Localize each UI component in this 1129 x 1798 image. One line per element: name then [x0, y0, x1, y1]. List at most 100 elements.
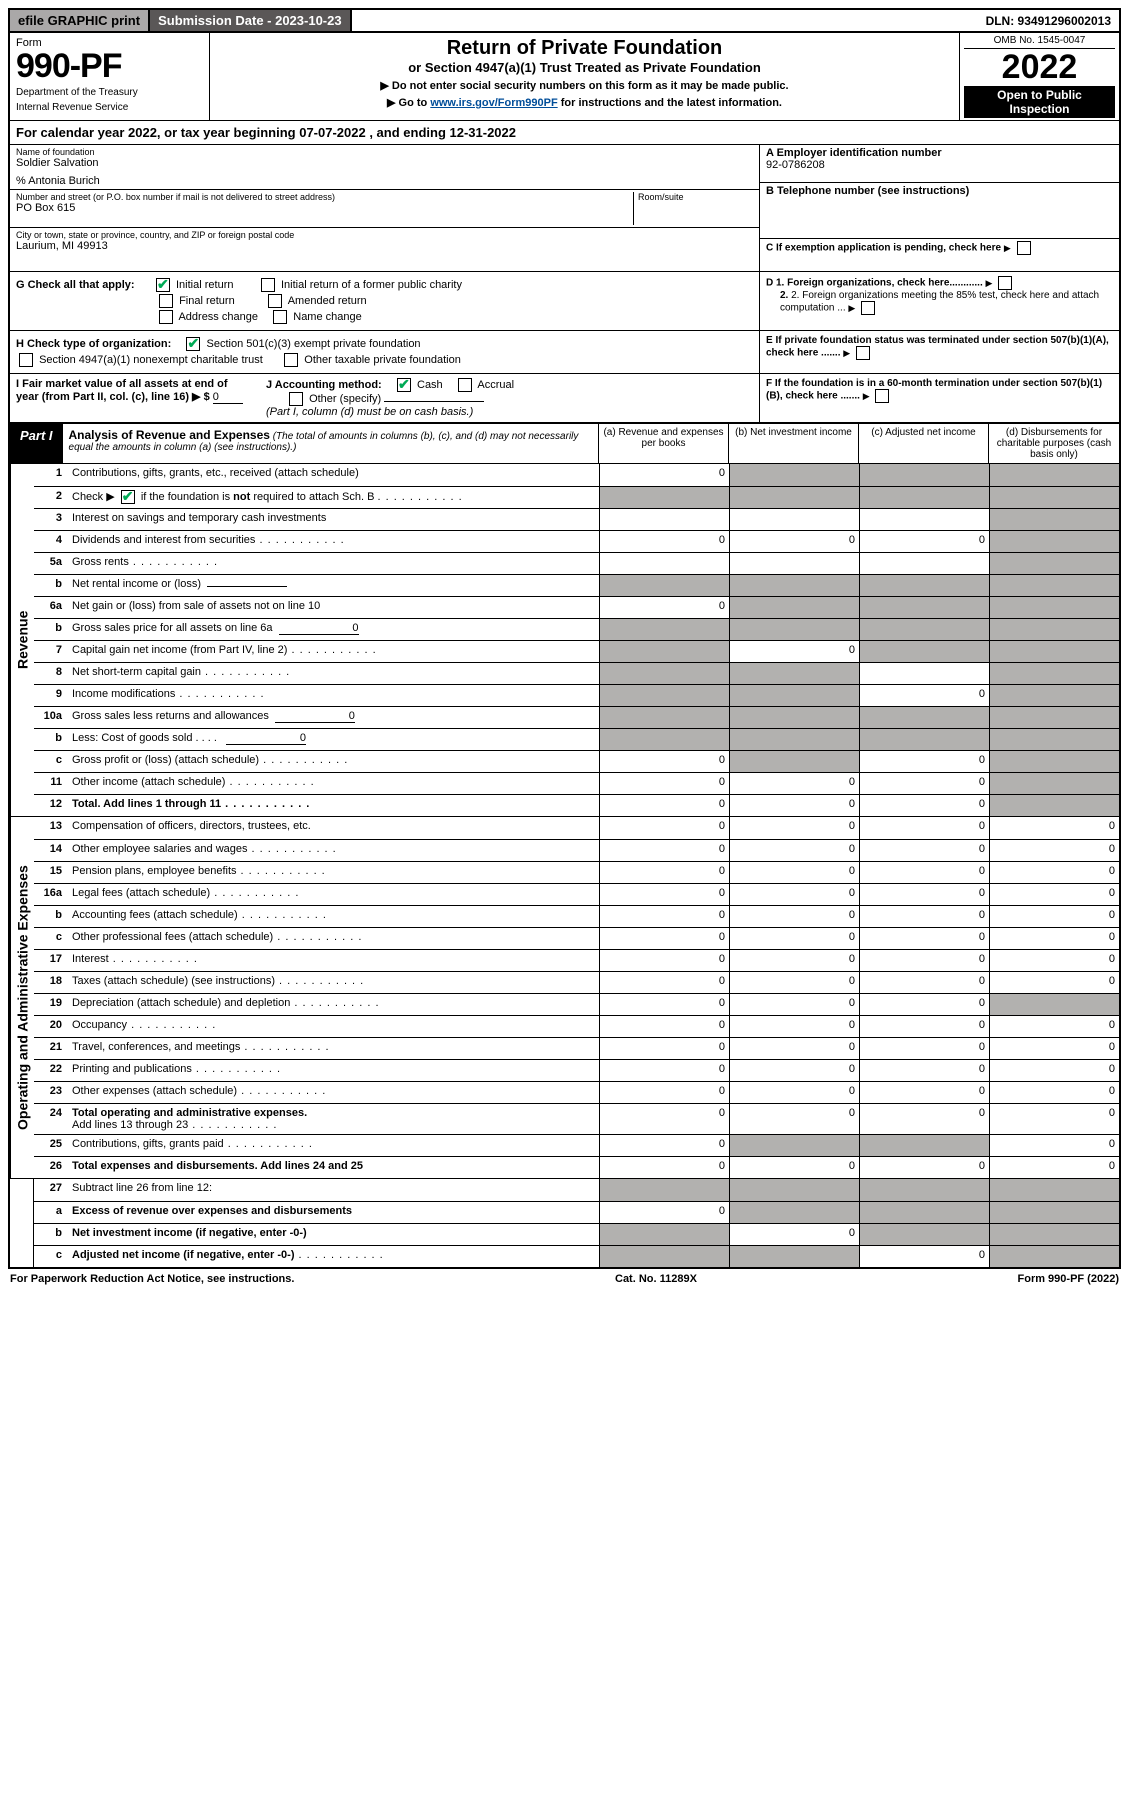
r13-d: 0 — [989, 817, 1119, 839]
line-12: Total. Add lines 1 through 11 — [68, 795, 599, 816]
r21-a: 0 — [599, 1038, 729, 1059]
line-16a: Legal fees (attach schedule) — [68, 884, 599, 905]
line-6a: Net gain or (loss) from sale of assets n… — [68, 597, 599, 618]
r20-a: 0 — [599, 1016, 729, 1037]
open-public-1: Open to Public — [964, 88, 1115, 102]
amended-return-label: Amended return — [288, 295, 367, 307]
r18-d: 0 — [989, 972, 1119, 993]
amended-return-checkbox[interactable] — [268, 294, 282, 308]
r16c-d: 0 — [989, 928, 1119, 949]
open-public-2: Inspection — [964, 102, 1115, 116]
r18-b: 0 — [729, 972, 859, 993]
line-20: Occupancy — [68, 1016, 599, 1037]
r15-c: 0 — [859, 862, 989, 883]
r20-b: 0 — [729, 1016, 859, 1037]
r23-a: 0 — [599, 1082, 729, 1103]
r22-d: 0 — [989, 1060, 1119, 1081]
line-13: Compensation of officers, directors, tru… — [68, 817, 599, 839]
r4-c: 0 — [859, 531, 989, 552]
r12-a: 0 — [599, 795, 729, 816]
room-label: Room/suite — [638, 192, 753, 202]
footer-catno: Cat. No. 11289X — [615, 1273, 697, 1285]
tax-year: 2022 — [964, 49, 1115, 86]
i-label: I Fair market value of all assets at end… — [16, 378, 228, 403]
r14-d: 0 — [989, 840, 1119, 861]
r20-c: 0 — [859, 1016, 989, 1037]
address-change-label: Address change — [178, 311, 258, 323]
line-22: Printing and publications — [68, 1060, 599, 1081]
g-label: G Check all that apply: — [16, 279, 135, 291]
submission-date: Submission Date - 2023-10-23 — [150, 10, 352, 31]
expenses-table: Operating and Administrative Expenses 13… — [10, 816, 1119, 1178]
j-note: (Part I, column (d) must be on cash basi… — [266, 406, 753, 418]
r15-a: 0 — [599, 862, 729, 883]
line-10b: Less: Cost of goods sold . . . . 0 — [68, 729, 599, 750]
ein-value: 92-0786208 — [766, 159, 1113, 171]
col-c-header: (c) Adjusted net income — [859, 424, 989, 463]
omb-number: OMB No. 1545-0047 — [964, 35, 1115, 49]
j-accrual-checkbox[interactable] — [458, 378, 472, 392]
expenses-side-label: Operating and Administrative Expenses — [10, 817, 34, 1178]
initial-return-checkbox[interactable] — [156, 278, 170, 292]
h-other-label: Other taxable private foundation — [304, 354, 461, 366]
line-18: Taxes (attach schedule) (see instruction… — [68, 972, 599, 993]
line-8: Net short-term capital gain — [68, 663, 599, 684]
line-14: Other employee salaries and wages — [68, 840, 599, 861]
dln: DLN: 93491296002013 — [978, 11, 1119, 31]
r21-b: 0 — [729, 1038, 859, 1059]
d2-checkbox[interactable] — [861, 301, 875, 315]
r13-c: 0 — [859, 817, 989, 839]
footer-paperwork: For Paperwork Reduction Act Notice, see … — [10, 1273, 294, 1285]
initial-former-checkbox[interactable] — [261, 278, 275, 292]
line-10a: Gross sales less returns and allowances0 — [68, 707, 599, 728]
line-16c: Other professional fees (attach schedule… — [68, 928, 599, 949]
line-1: Contributions, gifts, grants, etc., rece… — [68, 464, 599, 486]
j-cash-checkbox[interactable] — [397, 378, 411, 392]
ij-section: I Fair market value of all assets at end… — [10, 373, 1119, 422]
r13-a: 0 — [599, 817, 729, 839]
r26-c: 0 — [859, 1157, 989, 1178]
h-4947-label: Section 4947(a)(1) nonexempt charitable … — [39, 354, 263, 366]
j-other-checkbox[interactable] — [289, 392, 303, 406]
e-checkbox[interactable] — [856, 346, 870, 360]
line-3: Interest on savings and temporary cash i… — [68, 509, 599, 530]
r16c-a: 0 — [599, 928, 729, 949]
r14-a: 0 — [599, 840, 729, 861]
d1-label: D 1. Foreign organizations, check here..… — [766, 278, 983, 289]
address-change-checkbox[interactable] — [159, 310, 173, 324]
name-change-checkbox[interactable] — [273, 310, 287, 324]
h-other-checkbox[interactable] — [284, 353, 298, 367]
r13-b: 0 — [729, 817, 859, 839]
r24-b: 0 — [729, 1104, 859, 1134]
line-9: Income modifications — [68, 685, 599, 706]
d1-checkbox[interactable] — [998, 276, 1012, 290]
line-16b: Accounting fees (attach schedule) — [68, 906, 599, 927]
form-header: Form 990-PF Department of the Treasury I… — [10, 33, 1119, 120]
efile-print-btn[interactable]: efile GRAPHIC print — [10, 10, 150, 31]
r17-a: 0 — [599, 950, 729, 971]
r10c-a: 0 — [599, 751, 729, 772]
care-of: % Antonia Burich — [16, 175, 753, 187]
r16c-b: 0 — [729, 928, 859, 949]
r25-d: 0 — [989, 1135, 1119, 1156]
line-17: Interest — [68, 950, 599, 971]
r14-c: 0 — [859, 840, 989, 861]
r18-a: 0 — [599, 972, 729, 993]
form-url-link[interactable]: www.irs.gov/Form990PF — [430, 97, 557, 109]
final-return-checkbox[interactable] — [159, 294, 173, 308]
r16c-c: 0 — [859, 928, 989, 949]
line-4: Dividends and interest from securities — [68, 531, 599, 552]
c-checkbox[interactable] — [1017, 241, 1031, 255]
col-b-header: (b) Net investment income — [729, 424, 859, 463]
f-checkbox[interactable] — [875, 389, 889, 403]
calendar-year-line: For calendar year 2022, or tax year begi… — [10, 120, 1119, 144]
name-change-label: Name change — [293, 311, 362, 323]
part1-title: Analysis of Revenue and Expenses — [69, 428, 270, 442]
h-501c3-checkbox[interactable] — [186, 337, 200, 351]
h-4947-checkbox[interactable] — [19, 353, 33, 367]
revenue-side-label: Revenue — [10, 464, 34, 816]
r12-b: 0 — [729, 795, 859, 816]
ein-label: A Employer identification number — [766, 147, 1113, 159]
schB-checkbox[interactable] — [121, 490, 135, 504]
r19-c: 0 — [859, 994, 989, 1015]
